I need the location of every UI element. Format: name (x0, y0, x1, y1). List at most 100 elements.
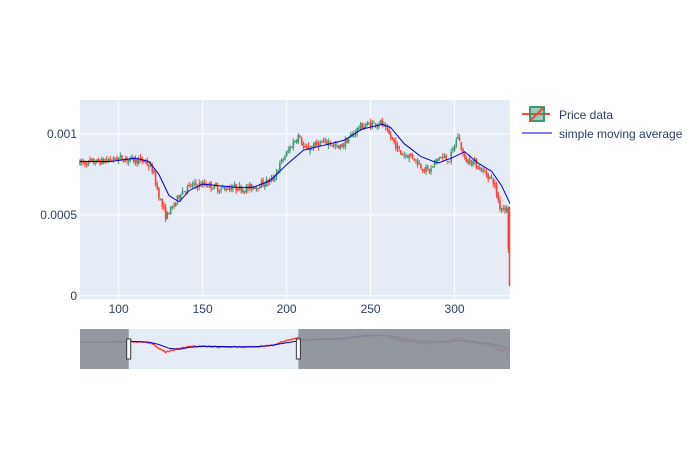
candle-decreasing (331, 144, 333, 146)
candle-decreasing (82, 161, 85, 163)
candle-decreasing (413, 158, 416, 161)
candle-decreasing (84, 161, 86, 165)
candle-increasing (319, 142, 321, 146)
candle-decreasing (416, 160, 419, 165)
candle-decreasing (388, 129, 390, 134)
candle-decreasing (302, 144, 305, 147)
candle-decreasing (398, 147, 400, 150)
candle-increasing (425, 166, 427, 173)
candle-decreasing (494, 182, 496, 186)
candle-increasing (478, 167, 481, 170)
candle-increasing (112, 156, 115, 160)
candle-decreasing (485, 172, 488, 176)
candle-decreasing (499, 199, 501, 209)
plot-area[interactable] (80, 100, 510, 299)
candle-increasing (415, 159, 417, 161)
candle-increasing (248, 184, 251, 189)
candle-decreasing (410, 153, 412, 156)
candle-increasing (107, 160, 110, 162)
candle-decreasing (258, 186, 261, 188)
candle-increasing (295, 140, 298, 143)
candle-decreasing (168, 213, 170, 215)
candle-decreasing (321, 141, 323, 143)
candle-increasing (289, 147, 291, 151)
candle-increasing (359, 123, 362, 129)
candle-decreasing (109, 158, 112, 161)
candle-increasing (364, 125, 367, 129)
candle-increasing (453, 146, 456, 151)
candle-increasing (431, 166, 434, 168)
candle-increasing (221, 187, 224, 189)
candle-increasing (383, 125, 385, 127)
candle-decreasing (394, 140, 397, 149)
candle-decreasing (102, 159, 105, 163)
candle-decreasing (470, 163, 473, 165)
candle-increasing (366, 122, 369, 126)
candle-increasing (379, 120, 382, 124)
candle-increasing (297, 134, 300, 143)
y-tick-label: 0 (70, 289, 77, 303)
candle-decreasing (97, 159, 100, 162)
candle-increasing (242, 189, 244, 193)
candle-increasing (263, 184, 266, 187)
candle-increasing (220, 188, 222, 190)
candle-increasing (79, 160, 81, 165)
candle-increasing (403, 154, 405, 156)
candle-decreasing (462, 149, 464, 154)
candle-decreasing (495, 184, 498, 195)
candle-increasing (310, 146, 313, 149)
candle-decreasing (272, 177, 274, 181)
candle-decreasing (421, 169, 424, 171)
candle-decreasing (477, 167, 479, 169)
rangeslider-handle-right[interactable] (295, 338, 301, 360)
candle-increasing (433, 162, 436, 165)
candle-decreasing (406, 156, 409, 158)
candle-decreasing (139, 157, 142, 159)
candle-decreasing (492, 179, 495, 184)
candle-decreasing (400, 150, 402, 154)
candle-increasing (274, 177, 276, 180)
candle-increasing (467, 159, 469, 163)
candle-decreasing (240, 186, 243, 192)
candle-increasing (363, 126, 365, 128)
rangeslider-handle-left[interactable] (126, 338, 132, 360)
candle-decreasing (185, 191, 187, 193)
legend: Price data simple moving average (522, 106, 683, 141)
candle-decreasing (216, 186, 219, 192)
candle-decreasing (393, 138, 395, 143)
candle-decreasing (148, 165, 150, 167)
candle-increasing (309, 148, 311, 152)
candle-decreasing (257, 187, 259, 189)
candle-increasing (260, 181, 263, 188)
candle-decreasing (337, 145, 340, 148)
candle-decreasing (99, 160, 101, 165)
legend-candle-icon-diagonal (529, 106, 545, 122)
candles-layer (79, 117, 511, 287)
candle-increasing (358, 128, 360, 130)
candle-decreasing (300, 138, 303, 145)
x-tick-label: 250 (361, 302, 381, 316)
legend-item-sma[interactable]: simple moving average (522, 127, 683, 141)
candle-decreasing (132, 157, 135, 162)
candle-increasing (181, 191, 184, 195)
candle-increasing (327, 141, 330, 146)
candle-decreasing (262, 179, 264, 186)
candle-increasing (294, 141, 296, 143)
candle-decreasing (487, 173, 489, 180)
range-slider[interactable] (79, 329, 511, 369)
candle-increasing (285, 151, 288, 157)
candle-decreasing (92, 158, 95, 164)
candle-increasing (280, 159, 283, 162)
candle-increasing (418, 163, 421, 165)
candle-decreasing (420, 164, 422, 169)
legend-item-price[interactable]: Price data (522, 106, 613, 122)
candle-decreasing (341, 144, 343, 148)
candle-decreasing (386, 127, 389, 130)
candle-decreasing (475, 158, 478, 168)
candle-decreasing (389, 133, 392, 138)
candle-decreasing (411, 155, 414, 159)
candle-increasing (472, 160, 474, 165)
candle-increasing (171, 206, 174, 208)
candle-decreasing (253, 187, 256, 189)
candle-decreasing (445, 155, 447, 160)
